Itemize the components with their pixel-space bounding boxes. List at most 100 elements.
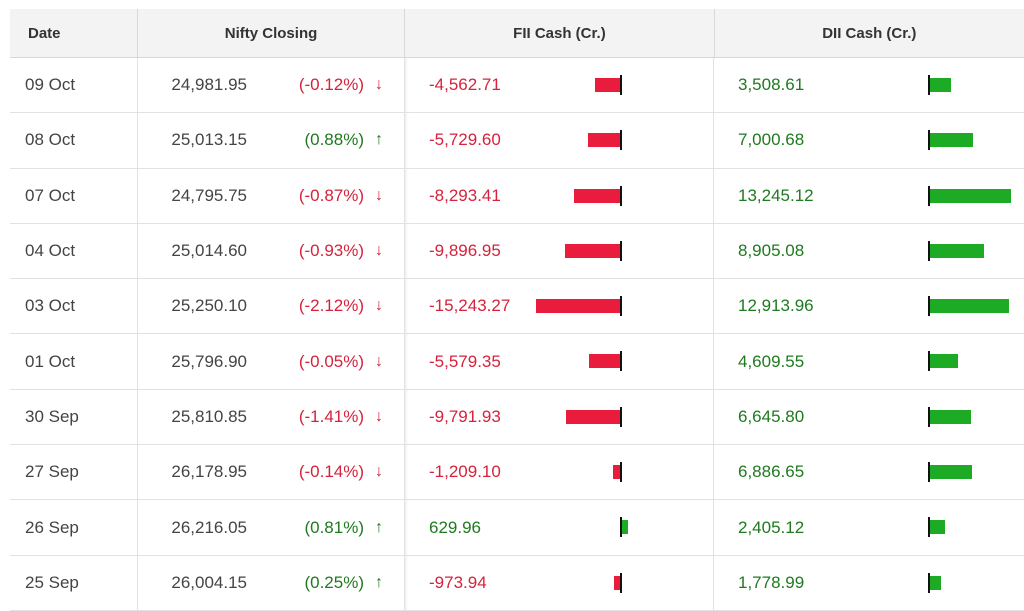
table-row[interactable]: 07 Oct 24,795.75 (-0.87%) ↓ -8,293.41 13…: [10, 168, 1024, 224]
arrow-down-icon: ↓: [375, 407, 383, 425]
nifty-change-percent: (-0.12%): [298, 75, 364, 95]
dii-cash-bar: [930, 78, 952, 92]
fii-cash-bar: [566, 409, 620, 424]
header-nifty-closing[interactable]: Nifty Closing: [138, 9, 406, 57]
cell-nifty-closing: 25,014.60 (-0.93%) ↓: [138, 223, 405, 279]
table-row[interactable]: 25 Sep 26,004.15 (0.25%) ↑ -973.94 1,778…: [10, 555, 1024, 611]
cell-dii-cash: 13,245.12: [714, 169, 1024, 223]
fii-bar-baseline: [620, 517, 622, 538]
dii-bar-baseline: [928, 185, 930, 206]
nifty-change-percent: (-1.41%): [298, 406, 364, 426]
fii-cash-value: -9,896.95: [429, 241, 501, 261]
cell-fii-cash: -4,562.71: [405, 58, 714, 113]
dii-bar-baseline: [928, 130, 930, 151]
table-row[interactable]: 27 Sep 26,178.95 (-0.14%) ↓ -1,209.10 6,…: [10, 445, 1024, 501]
arrow-up-icon: ↑: [375, 131, 383, 149]
dii-bar-baseline: [928, 572, 930, 593]
nifty-change-percent: (-0.93%): [298, 241, 364, 261]
dii-cash-value: 1,778.99: [738, 572, 805, 592]
cell-dii-cash: 1,778.99: [714, 556, 1024, 610]
cell-nifty-closing: 25,250.10 (-2.12%) ↓: [138, 279, 405, 334]
arrow-down-icon: ↓: [375, 463, 383, 481]
cell-dii-cash: 3,508.61: [714, 58, 1024, 112]
cell-dii-cash: 6,645.80: [714, 390, 1024, 444]
header-date[interactable]: Date: [10, 9, 138, 57]
cell-fii-cash: -9,791.93: [405, 389, 714, 445]
cell-date: 25 Sep: [10, 555, 138, 610]
arrow-up-icon: ↑: [375, 573, 383, 591]
cell-dii-cash: 7,000.68: [714, 113, 1024, 167]
fii-cash-value: -973.94: [429, 572, 487, 592]
nifty-change-percent: (0.81%): [304, 517, 364, 537]
fii-cash-bar: [589, 354, 620, 369]
dii-cash-bar: [930, 520, 945, 535]
dii-cash-bar: [930, 409, 971, 424]
dii-bar-baseline: [928, 296, 930, 317]
fii-cash-bar: [536, 299, 620, 314]
cell-dii-cash: 4,609.55: [714, 334, 1024, 388]
cell-fii-cash: -1,209.10: [405, 445, 714, 500]
nifty-close-value: 26,178.95: [171, 462, 247, 482]
dii-bar-baseline: [928, 517, 930, 538]
fii-bar-baseline: [620, 240, 622, 261]
table-row[interactable]: 08 Oct 25,013.15 (0.88%) ↑ -5,729.60 7,0…: [10, 113, 1024, 169]
cell-date: 08 Oct: [10, 113, 138, 168]
cell-date: 09 Oct: [10, 58, 138, 113]
cell-nifty-closing: 24,795.75 (-0.87%) ↓: [138, 168, 405, 223]
dii-bar-baseline: [928, 406, 930, 427]
dii-bar-baseline: [928, 75, 930, 95]
cell-date: 04 Oct: [10, 223, 138, 279]
dii-bar-baseline: [928, 240, 930, 261]
fii-cash-value: 629.96: [429, 517, 481, 537]
fii-dii-table: Date Nifty Closing FII Cash (Cr.) DII Ca…: [10, 9, 1024, 611]
cell-fii-cash: -15,243.27: [405, 279, 714, 334]
cell-fii-cash: -5,729.60: [405, 113, 714, 168]
nifty-close-value: 26,004.15: [171, 572, 247, 592]
fii-cash-bar: [574, 188, 620, 203]
table-row[interactable]: 30 Sep 25,810.85 (-1.41%) ↓ -9,791.93 6,…: [10, 389, 1024, 446]
nifty-close-value: 25,810.85: [171, 406, 247, 426]
cell-nifty-closing: 26,004.15 (0.25%) ↑: [138, 555, 405, 610]
header-fii-cash[interactable]: FII Cash (Cr.): [405, 9, 715, 57]
table-body: 09 Oct 24,981.95 (-0.12%) ↓ -4,562.71 3,…: [10, 58, 1024, 611]
nifty-change-percent: (-0.05%): [298, 351, 364, 371]
fii-bar-baseline: [620, 572, 622, 593]
dii-cash-bar: [930, 575, 941, 590]
fii-cash-value: -5,579.35: [429, 351, 501, 371]
cell-date: 27 Sep: [10, 445, 138, 500]
cell-nifty-closing: 25,810.85 (-1.41%) ↓: [138, 389, 405, 445]
cell-fii-cash: -9,896.95: [405, 223, 714, 279]
table-row[interactable]: 04 Oct 25,014.60 (-0.93%) ↓ -9,896.95 8,…: [10, 223, 1024, 280]
table-row[interactable]: 01 Oct 25,796.90 (-0.05%) ↓ -5,579.35 4,…: [10, 334, 1024, 390]
arrow-down-icon: ↓: [375, 297, 383, 315]
nifty-change-percent: (0.88%): [304, 130, 364, 150]
dii-cash-value: 4,609.55: [738, 351, 805, 371]
fii-cash-value: -5,729.60: [429, 130, 501, 150]
dii-cash-bar: [930, 243, 985, 258]
nifty-change-percent: (-0.14%): [298, 462, 364, 482]
nifty-change-percent: (0.25%): [304, 572, 364, 592]
arrow-up-icon: ↑: [375, 518, 383, 536]
dii-cash-value: 8,905.08: [738, 241, 805, 261]
cell-date: 07 Oct: [10, 168, 138, 223]
cell-date: 03 Oct: [10, 279, 138, 334]
dii-cash-bar: [930, 133, 973, 148]
table-row[interactable]: 03 Oct 25,250.10 (-2.12%) ↓ -15,243.27 1…: [10, 279, 1024, 335]
arrow-down-icon: ↓: [375, 242, 383, 260]
arrow-down-icon: ↓: [375, 352, 383, 370]
table-row[interactable]: 26 Sep 26,216.05 (0.81%) ↑ 629.96 2,405.…: [10, 500, 1024, 556]
cell-fii-cash: -5,579.35: [405, 334, 714, 389]
fii-cash-bar: [588, 133, 620, 148]
dii-cash-bar: [930, 354, 959, 369]
nifty-change-percent: (-0.87%): [298, 185, 364, 205]
table-row[interactable]: 09 Oct 24,981.95 (-0.12%) ↓ -4,562.71 3,…: [10, 58, 1024, 114]
fii-bar-baseline: [620, 462, 622, 483]
fii-cash-bar: [614, 575, 620, 590]
nifty-close-value: 26,216.05: [171, 517, 247, 537]
header-dii-cash[interactable]: DII Cash (Cr.): [822, 24, 917, 42]
fii-cash-bar: [565, 243, 620, 258]
fii-bar-baseline: [620, 406, 622, 427]
fii-bar-baseline: [620, 296, 622, 317]
table-header: Date Nifty Closing FII Cash (Cr.) DII Ca…: [10, 9, 1024, 58]
fii-cash-value: -8,293.41: [429, 185, 501, 205]
